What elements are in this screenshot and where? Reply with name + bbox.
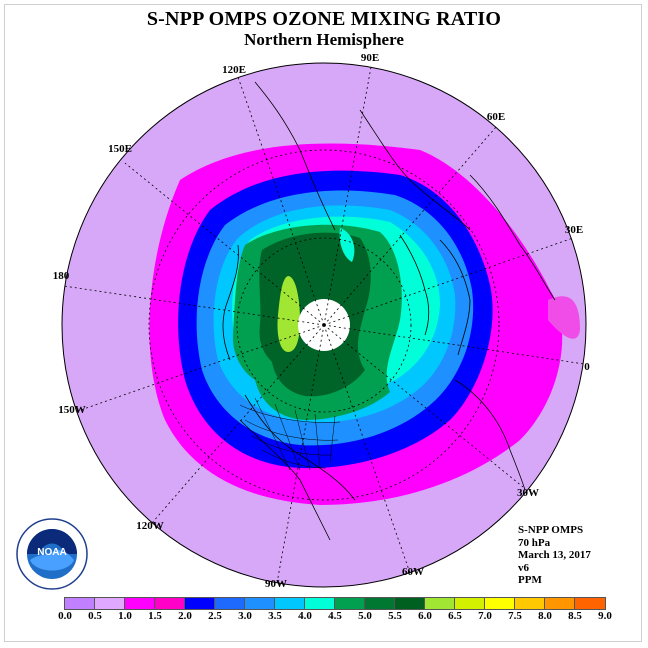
- colorbar-cell: [215, 598, 245, 609]
- colorbar-tick-label: 1.5: [148, 610, 162, 622]
- colorbar: [64, 597, 606, 610]
- figure-frame: [4, 4, 642, 642]
- colorbar-tick-label: 0.5: [88, 610, 102, 622]
- colorbar-tick-label: 1.0: [118, 610, 132, 622]
- colorbar-cell: [245, 598, 275, 609]
- colorbar-cell: [515, 598, 545, 609]
- lon-label-60e: 60E: [487, 111, 505, 123]
- lon-label-120w: 120W: [136, 520, 164, 532]
- lon-label-150w: 150W: [58, 404, 86, 416]
- colorbar-cell: [365, 598, 395, 609]
- colorbar-cell: [395, 598, 425, 609]
- colorbar-cell: [455, 598, 485, 609]
- lon-label-60w: 60W: [402, 566, 424, 578]
- colorbar-cell: [155, 598, 185, 609]
- region-grid: [239, 397, 341, 471]
- colorbar-cell: [575, 598, 605, 609]
- meridian-lines: [63, 66, 585, 584]
- lon-label-0: 0: [584, 361, 590, 373]
- colorbar-cell: [95, 598, 125, 609]
- colorbar-tick-label: 4.0: [298, 610, 312, 622]
- colorbar-tick-label: 5.0: [358, 610, 372, 622]
- info-pressure: 70 hPa: [518, 536, 551, 549]
- colorbar-tick-label: 3.5: [268, 610, 282, 622]
- coastlines: [222, 81, 556, 541]
- ozone-band-yellow-green: [277, 276, 300, 352]
- colorbar-cell: [485, 598, 515, 609]
- info-date: March 13, 2017: [518, 549, 591, 561]
- colorbar-tick-label: 9.0: [598, 610, 612, 622]
- info-version: v6: [518, 561, 529, 574]
- lon-label-150e: 150E: [108, 143, 132, 155]
- lon-label-90w: 90W: [265, 578, 287, 590]
- noaa-logo: NOAA: [16, 518, 88, 590]
- info-product: S-NPP OMPS: [518, 524, 584, 536]
- colorbar-tick-label: 0.0: [58, 610, 72, 622]
- ozone-band-cyan-inlet: [339, 228, 355, 262]
- colorbar-cell: [305, 598, 335, 609]
- colorbar-tick-label: 4.5: [328, 610, 342, 622]
- lon-label-180: 180: [53, 270, 70, 282]
- colorbar-cell: [275, 598, 305, 609]
- colorbar-tick-label: 8.0: [538, 610, 552, 622]
- colorbar-cell: [545, 598, 575, 609]
- map-boundary: [61, 62, 587, 588]
- colorbar-tick-label: 3.0: [238, 610, 252, 622]
- colorbar-cell: [425, 598, 455, 609]
- colorbar-tick-label: 7.0: [478, 610, 492, 622]
- latitude-circles: [148, 149, 500, 501]
- colorbar-tick-label: 6.0: [418, 610, 432, 622]
- colorbar-tick-label: 5.5: [388, 610, 402, 622]
- colorbar-tick-label: 7.5: [508, 610, 522, 622]
- lon-label-90e: 90E: [361, 52, 379, 64]
- metadata-block: S-NPP OMPS 70 hPa March 13, 2017 v6 PPM: [518, 524, 591, 587]
- logo-text: NOAA: [37, 547, 66, 558]
- ozone-band-pink-east: [548, 296, 580, 339]
- colorbar-tick-label: 2.0: [178, 610, 192, 622]
- lon-label-30e: 30E: [565, 224, 583, 236]
- colorbar-cell: [125, 598, 155, 609]
- map-subtitle: Northern Hemisphere: [244, 30, 404, 49]
- colorbar-cell: [185, 598, 215, 609]
- colorbar-cell: [335, 598, 365, 609]
- map-title: S-NPP OMPS OZONE MIXING RATIO: [146, 8, 502, 30]
- colorbar-tick-label: 2.5: [208, 610, 222, 622]
- colorbar-tick-label: 6.5: [448, 610, 462, 622]
- lon-label-120e: 120E: [222, 64, 246, 76]
- info-unit: PPM: [518, 574, 542, 586]
- colorbar-tick-label: 8.5: [568, 610, 582, 622]
- colorbar-cell: [65, 598, 95, 609]
- lon-label-30w: 30W: [517, 487, 539, 499]
